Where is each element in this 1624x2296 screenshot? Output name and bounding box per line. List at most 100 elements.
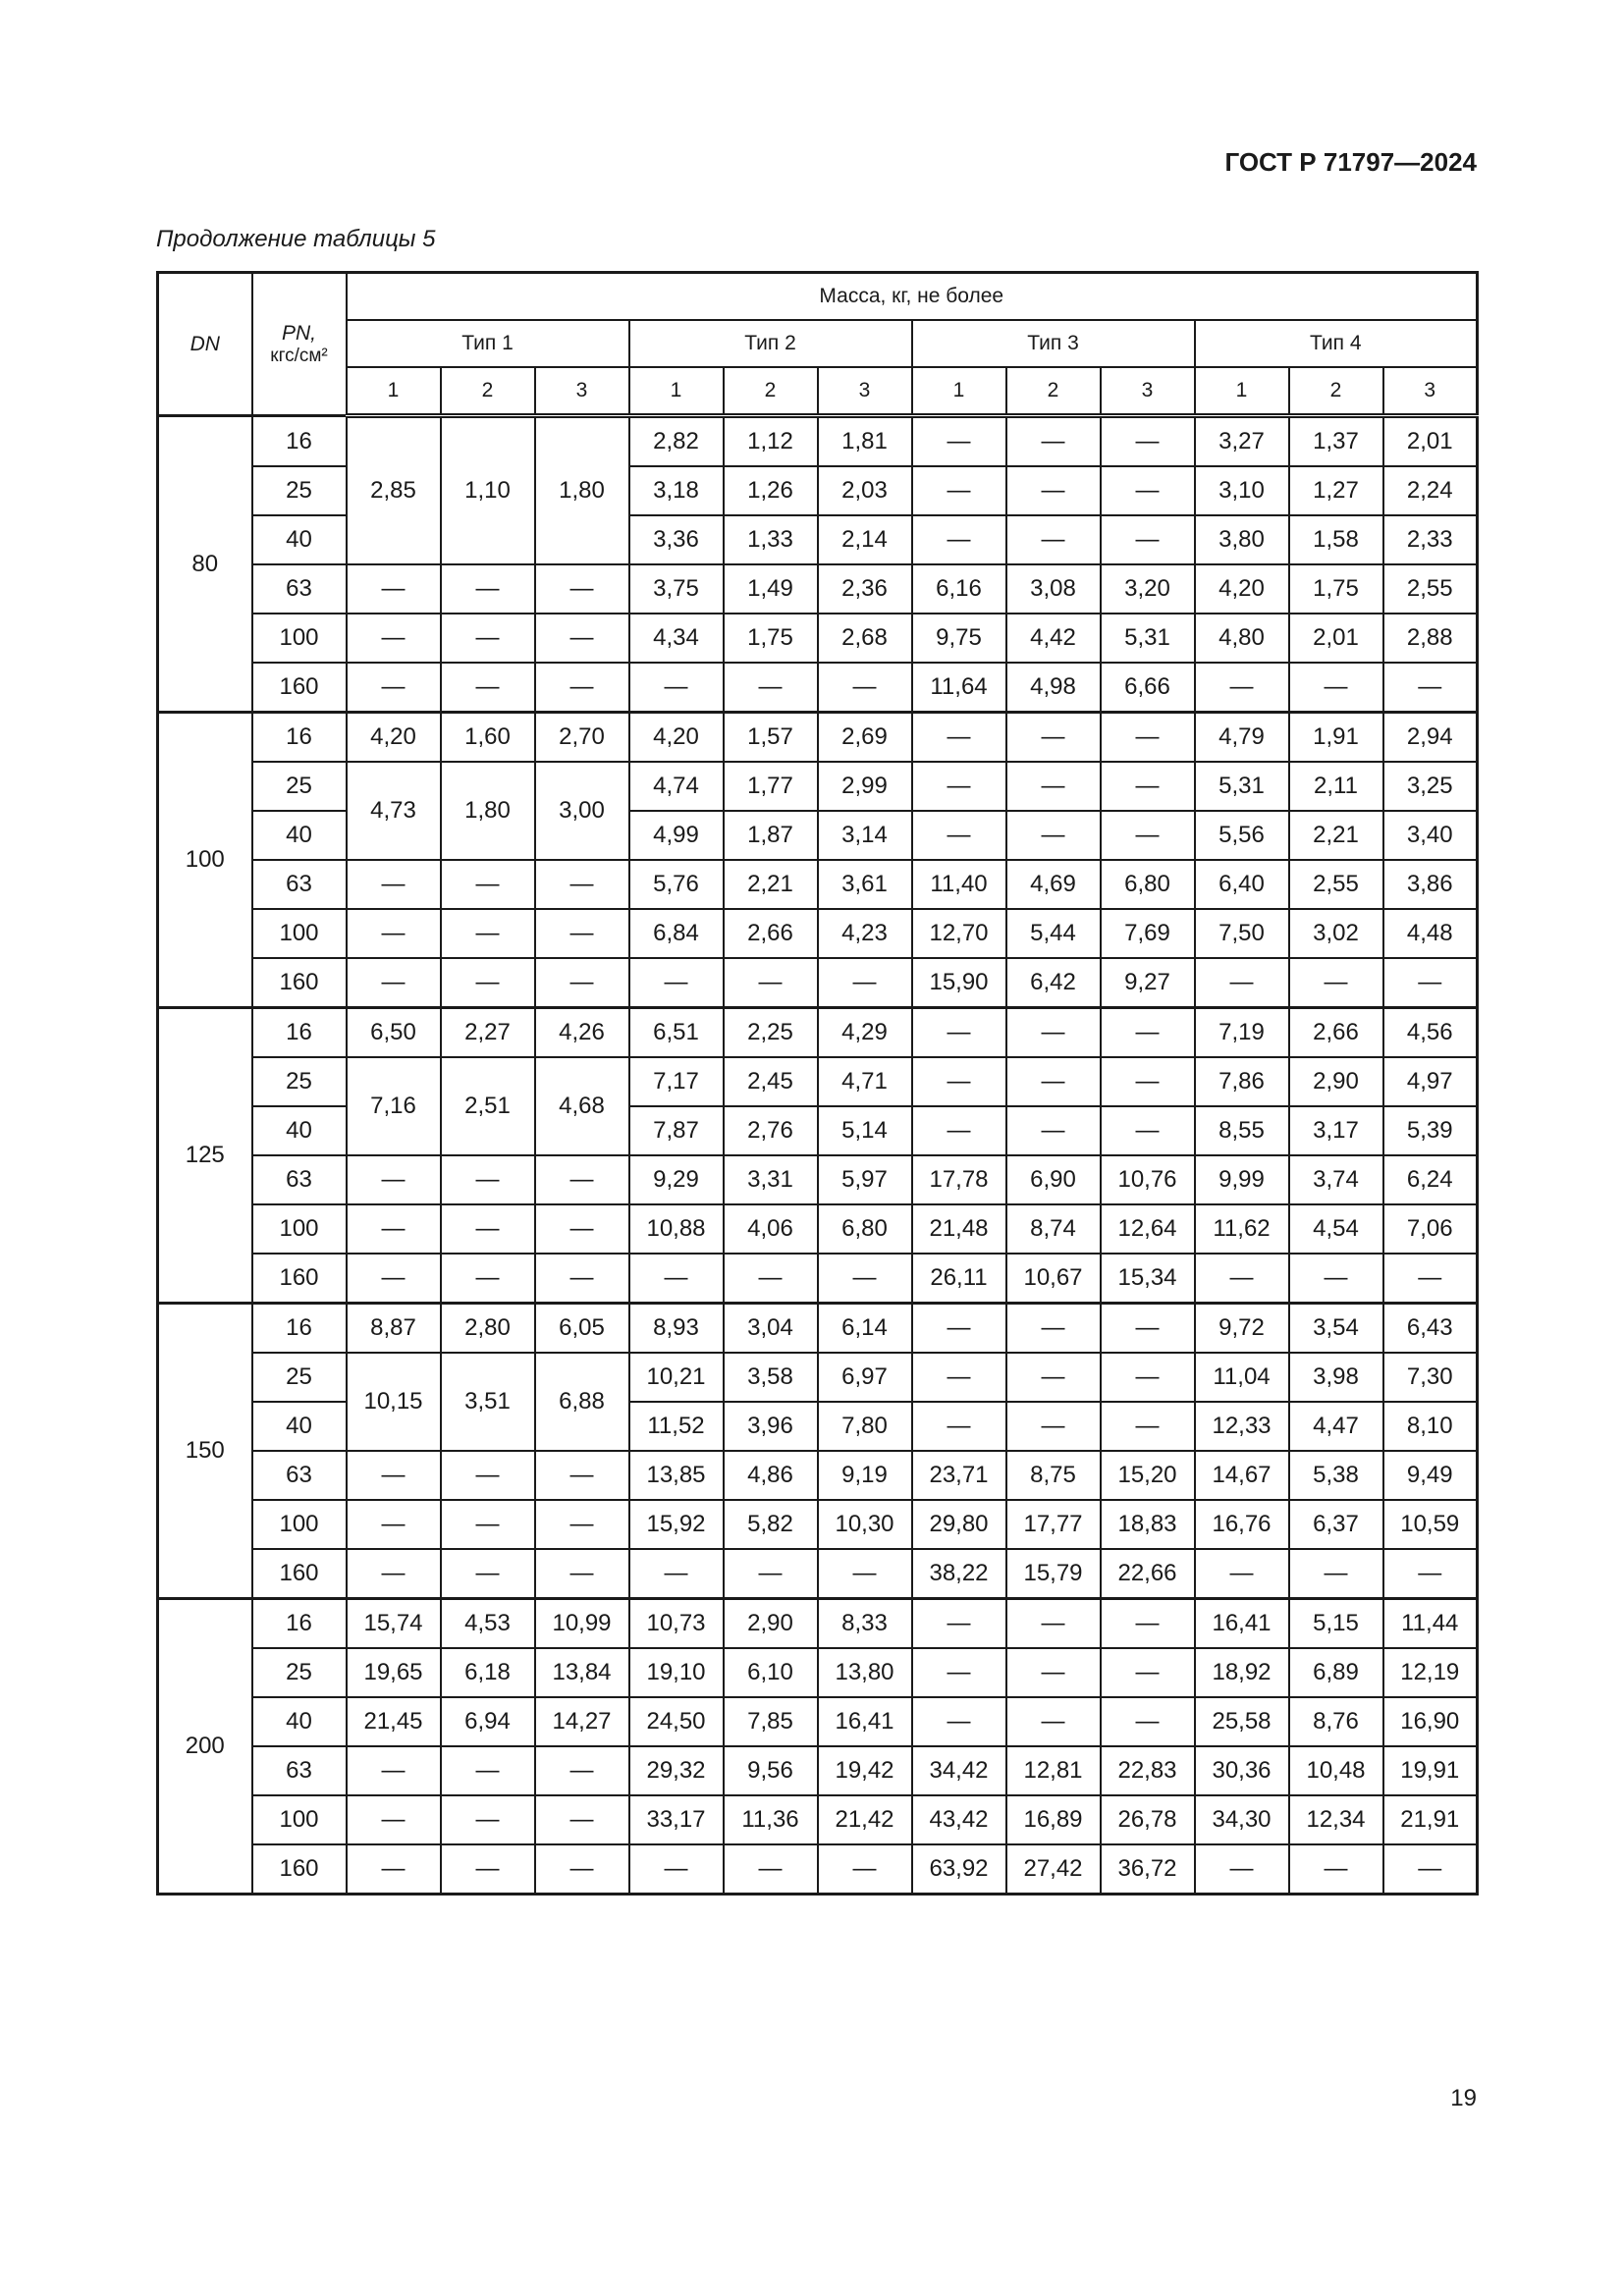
mass-cell: — (1381, 957, 1479, 1009)
mass-cell: 9,29 (627, 1154, 725, 1205)
mass-cell: 3,00 (533, 761, 630, 861)
mass-cell: — (910, 1302, 1007, 1354)
header-pn-label: PN, (281, 321, 316, 345)
mass-cell: — (910, 1647, 1007, 1698)
mass-cell: — (1004, 1647, 1102, 1698)
mass-cell: 2,55 (1381, 563, 1479, 614)
mass-cell: 2,90 (1287, 1056, 1384, 1107)
mass-cell: — (533, 1548, 630, 1600)
mass-cell: 43,42 (910, 1794, 1007, 1845)
table-row: 100 16 4,20 1,60 2,70 4,20 1,57 2,69— — —4,79 1,91… (156, 711, 1479, 1009)
mass-cell: 11,62 (1193, 1203, 1290, 1255)
table-row: 40 11,52 3,96 7,80— — —12,33 4,47 8,10 (158, 1401, 1479, 1452)
mass-cell: — (910, 1056, 1007, 1107)
mass-cell: 29,80 (910, 1499, 1007, 1550)
mass-cell: 1,26 (722, 465, 819, 516)
mass-cell: — (439, 1203, 536, 1255)
mass-cell: — (722, 1253, 819, 1305)
mass-cell: — (439, 1548, 536, 1600)
mass-cell: 21,91 (1381, 1794, 1479, 1845)
mass-cell: — (1004, 1302, 1102, 1354)
mass-cell: — (1099, 1352, 1196, 1403)
mass-cell: — (627, 957, 725, 1009)
mass-cell: 12,70 (910, 908, 1007, 959)
mass-cell: — (910, 414, 1007, 467)
mass-cell: — (345, 1745, 442, 1796)
mass-cell: — (1193, 1843, 1290, 1896)
mass-cell: 4,20 (627, 711, 725, 763)
mass-cell: 13,84 (533, 1647, 630, 1698)
table-row: 25 10,15 3,51 6,88 10,21 3,58 6,97— — —11,04 3,98… (158, 1352, 1479, 1452)
mass-cell: — (627, 1253, 725, 1305)
mass-cell: 4,23 (816, 908, 913, 959)
table-row: 40 4,99 1,87 3,14— — —5,56 2,21 3,40 (158, 810, 1479, 861)
pn-cell: 25 (250, 465, 348, 516)
mass-cell: — (1099, 810, 1196, 861)
header-type-4: Тип 4 (1193, 319, 1479, 368)
pn-cell: 160 (250, 1548, 348, 1600)
mass-cell: 4,68 (533, 1056, 630, 1156)
mass-cell: 6,80 (1099, 859, 1196, 910)
mass-cell: — (1287, 1253, 1384, 1305)
mass-cell: 4,20 (345, 711, 442, 763)
header-type-3: Тип 3 (910, 319, 1196, 368)
mass-cell: — (533, 563, 630, 614)
mass-cell: — (1381, 1548, 1479, 1600)
pn-cell: 63 (250, 1450, 348, 1501)
pn-cell: 40 (250, 1696, 348, 1747)
mass-cell: 4,47 (1287, 1401, 1384, 1452)
header-subcol: 3 (1099, 366, 1196, 418)
table-row: 40 3,36 1,33 2,14— — —3,80 1,58 2,33 (158, 514, 1479, 565)
mass-cell: — (1004, 761, 1102, 812)
mass-cell: 6,89 (1287, 1647, 1384, 1698)
mass-cell: — (1193, 662, 1290, 714)
mass-cell: 7,69 (1099, 908, 1196, 959)
pn-cell: 63 (250, 1745, 348, 1796)
mass-cell: — (533, 613, 630, 664)
table-row: 25 3,18 1,26 2,03— — —3,10 1,27 2,24 (158, 465, 1479, 516)
mass-cell: 5,15 (1287, 1597, 1384, 1649)
pn-cell: 40 (250, 514, 348, 565)
mass-cell: — (910, 465, 1007, 516)
mass-cell: — (345, 908, 442, 959)
table-row: 63— — —5,76 2,21 3,61 11,40 4,69 6,80 6,40 2,55 3,… (158, 859, 1479, 910)
mass-cell: 22,83 (1099, 1745, 1196, 1796)
mass-cell: — (533, 1499, 630, 1550)
pn-cell: 25 (250, 1647, 348, 1698)
mass-cell: 2,85 (345, 414, 442, 565)
mass-cell: 3,08 (1004, 563, 1102, 614)
mass-cell: — (439, 1253, 536, 1305)
mass-cell: 3,75 (627, 563, 725, 614)
mass-cell: 2,11 (1287, 761, 1384, 812)
mass-cell: 3,25 (1381, 761, 1479, 812)
mass-cell: 7,19 (1193, 1006, 1290, 1058)
header-mass: Масса, кг, не более (345, 271, 1479, 321)
mass-cell: 3,96 (722, 1401, 819, 1452)
mass-cell: 6,18 (439, 1647, 536, 1698)
mass-cell: 21,42 (816, 1794, 913, 1845)
mass-cell: — (345, 1450, 442, 1501)
mass-cell: 6,90 (1004, 1154, 1102, 1205)
mass-cell: 5,31 (1193, 761, 1290, 812)
table-row: 160— — — — — —26,11 10,67 15,34— — — (158, 1253, 1479, 1305)
mass-cell: 3,31 (722, 1154, 819, 1205)
mass-cell: 10,76 (1099, 1154, 1196, 1205)
mass-cell: 21,45 (345, 1696, 442, 1747)
mass-cell: — (345, 1794, 442, 1845)
mass-cell: — (1381, 662, 1479, 714)
mass-cell: 2,94 (1381, 711, 1479, 763)
mass-cell: — (910, 1696, 1007, 1747)
mass-cell: — (345, 957, 442, 1009)
mass-cell: 1,80 (439, 761, 536, 861)
mass-cell: — (345, 662, 442, 714)
table-row: 63— — —29,32 9,56 19,42 34,42 12,81 22,83 30,36 1… (158, 1745, 1479, 1796)
pn-cell: 100 (250, 908, 348, 959)
mass-cell: 11,04 (1193, 1352, 1290, 1403)
mass-cell: — (816, 957, 913, 1009)
mass-cell: — (1004, 1105, 1102, 1156)
mass-cell: 2,01 (1381, 414, 1479, 467)
mass-cell: 6,14 (816, 1302, 913, 1354)
mass-cell: 7,16 (345, 1056, 442, 1156)
mass-cell: — (439, 563, 536, 614)
mass-cell: — (439, 859, 536, 910)
